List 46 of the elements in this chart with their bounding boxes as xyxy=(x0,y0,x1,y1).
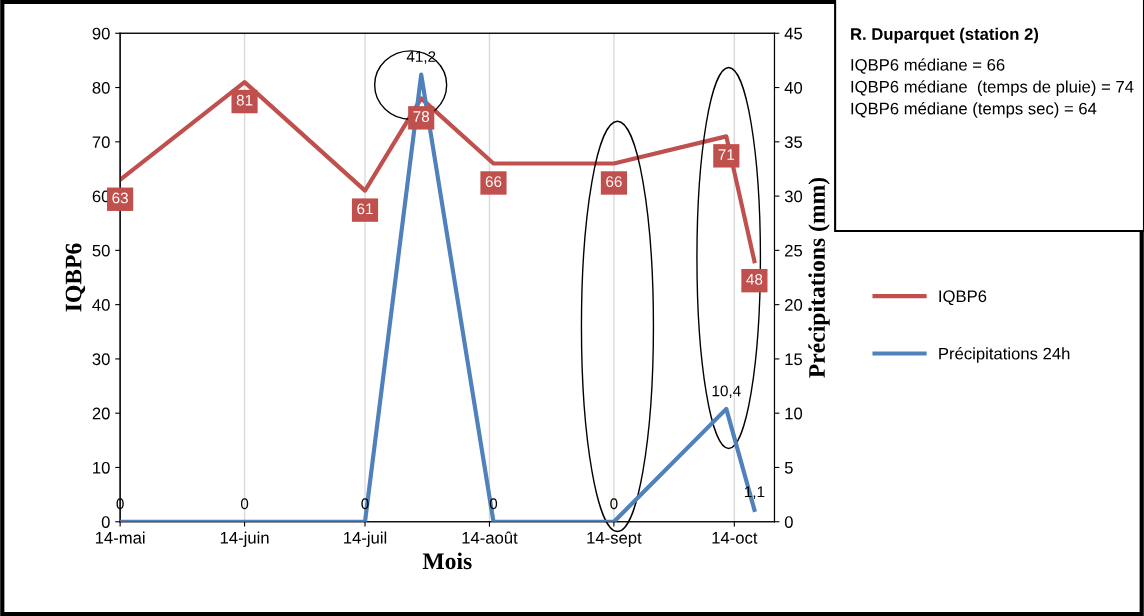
data-label: 78 xyxy=(413,111,430,122)
text: R. Duparquet (station 2) xyxy=(851,27,1039,44)
data-label: 63 xyxy=(112,192,128,204)
y2-tick-label: 35 xyxy=(784,136,803,149)
y-axis-title: IQBP6 xyxy=(65,243,86,312)
data-label: 0 xyxy=(610,498,618,510)
data-label: 0 xyxy=(361,498,369,510)
y-tick-label: 90 xyxy=(92,27,110,40)
y2-tick-label: 30 xyxy=(784,190,803,203)
data-label: 71 xyxy=(718,149,735,160)
y-tick-label: 10 xyxy=(93,461,110,474)
y-tick-label: 0 xyxy=(101,516,110,528)
y2-tick-label: 25 xyxy=(785,244,803,257)
data-label: 81 xyxy=(236,94,253,106)
data-label: 10,4 xyxy=(712,385,741,399)
y-tick-label: 50 xyxy=(92,244,110,257)
text: IQBP6 médiane = 66 xyxy=(851,58,1005,74)
text: IQBP6 médiane (temps sec) = 64 xyxy=(851,102,1097,118)
data-label: 61 xyxy=(357,203,373,215)
legend-label: Précipitations 24h xyxy=(939,347,1070,363)
legend-label: IQBP6 xyxy=(939,290,987,306)
text: IQBP6 médiane (temps de pluie) = 74 xyxy=(851,80,1134,96)
x-tick-label: 14-mai xyxy=(95,531,145,544)
y-tick-label: 30 xyxy=(92,353,110,366)
data-label: 66 xyxy=(606,176,622,188)
y2-tick-label: 20 xyxy=(785,299,803,311)
y2-axis-title: Précipitations (mm) xyxy=(808,177,830,378)
y2-tick-label: 45 xyxy=(784,27,803,40)
y-tick-label: 80 xyxy=(92,81,110,94)
x-tick-label: 14-août xyxy=(462,531,518,544)
y-tick-label: 40 xyxy=(92,299,110,311)
y-tick-label: 20 xyxy=(92,407,110,420)
y-tick-label: 70 xyxy=(92,136,110,149)
x-tick-label: 14-juin xyxy=(220,531,269,548)
data-label: 48 xyxy=(746,273,763,285)
y2-tick-label: 5 xyxy=(784,462,793,474)
x-tick-label: 14-juil xyxy=(344,531,387,548)
x-tick-label: 14-sept xyxy=(587,532,642,548)
y2-tick-label: 10 xyxy=(785,407,803,420)
y2-tick-label: 40 xyxy=(784,81,803,94)
data-label: 0 xyxy=(240,498,249,510)
data-label: 66 xyxy=(485,176,502,188)
x-tick-label: 14-oct xyxy=(712,532,758,544)
x-axis-title: Mois xyxy=(422,552,472,570)
y2-tick-label: 15 xyxy=(785,353,803,366)
y2-tick-label: 0 xyxy=(784,516,793,528)
